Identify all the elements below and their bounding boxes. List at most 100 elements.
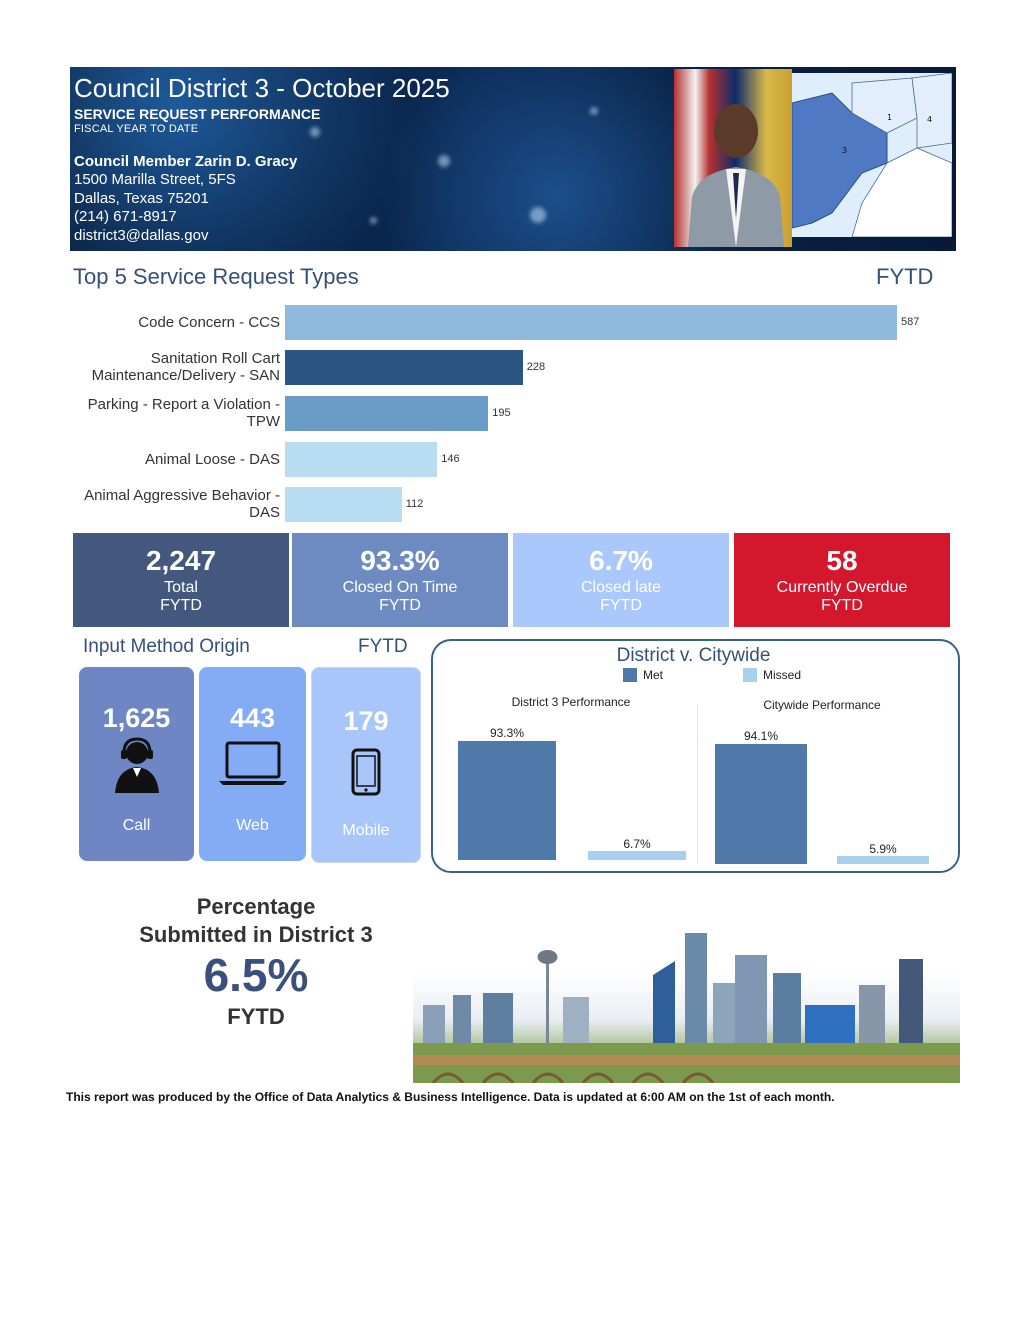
top5-bar-value: 146 bbox=[441, 453, 460, 465]
top5-bar-label-line: DAS bbox=[249, 504, 280, 521]
skyline-illustration bbox=[413, 933, 960, 1083]
top5-bar-value: 112 bbox=[405, 498, 424, 510]
legend-swatch-met bbox=[623, 668, 637, 682]
percentage-period: FYTD bbox=[227, 1004, 285, 1029]
kpi-period: FYTD bbox=[821, 597, 863, 614]
laptop-icon bbox=[199, 737, 306, 792]
district-map-shapes: 1 4 3 bbox=[791, 72, 953, 238]
bokeh-light bbox=[530, 207, 546, 223]
input-label: Mobile bbox=[342, 822, 390, 839]
report-title: Council District 3 - October 2025 bbox=[74, 73, 450, 103]
kpi-value: 93.3% bbox=[360, 545, 440, 576]
dvc-title: District v. Citywide bbox=[616, 645, 771, 666]
top5-bar bbox=[285, 350, 523, 385]
citywide-bar bbox=[837, 856, 929, 864]
map-label-1: 1 bbox=[887, 113, 892, 122]
bokeh-light bbox=[438, 155, 450, 167]
top5-bar-value: 228 bbox=[526, 361, 546, 373]
kpi-label: Closed late bbox=[580, 579, 662, 596]
top5-bar-label: Code Concern - CCS bbox=[68, 314, 280, 331]
chart-divider bbox=[697, 704, 698, 864]
bokeh-light bbox=[590, 107, 598, 115]
top5-bar-label-line: TPW bbox=[246, 413, 280, 430]
bar-data-label: 6.7% bbox=[623, 837, 651, 852]
report-period: FISCAL YEAR TO DATE bbox=[74, 123, 199, 135]
council-member-photo bbox=[674, 69, 792, 247]
top5-bar-label-line: Animal Aggressive Behavior - bbox=[84, 487, 280, 504]
kpi-label: Total bbox=[164, 579, 198, 596]
chart-title-citywide: Citywide Performance bbox=[763, 698, 881, 712]
legend-label-missed: Missed bbox=[763, 668, 802, 682]
kpi-currently-overdue: 58 Currently Overdue FYTD bbox=[734, 533, 950, 627]
bar-data-label: 93.3% bbox=[489, 726, 525, 740]
kpi-closed-on-time: 93.3% Closed On Time FYTD bbox=[292, 533, 508, 627]
address-line-1: 1500 Marilla Street, 5FS bbox=[74, 171, 236, 188]
kpi-value: 58 bbox=[826, 545, 858, 576]
district-bar bbox=[588, 851, 686, 860]
top5-bar-label: Animal Aggressive Behavior - DAS bbox=[68, 487, 280, 521]
kpi-period: FYTD bbox=[160, 597, 202, 614]
kpi-label: Currently Overdue bbox=[776, 579, 908, 596]
percentage-heading-line1: Percentage bbox=[196, 894, 316, 919]
top5-bar bbox=[285, 487, 402, 522]
input-method-title: Input Method Origin bbox=[83, 636, 250, 657]
report-subtitle: SERVICE REQUEST PERFORMANCE bbox=[74, 106, 321, 122]
kpi-value: 2,247 bbox=[145, 545, 217, 576]
bar-data-label: 94.1% bbox=[743, 729, 779, 743]
top5-bar bbox=[285, 305, 897, 340]
legend-label-met: Met bbox=[643, 668, 664, 682]
top5-bar-label: Sanitation Roll Cart Maintenance/Delivery… bbox=[68, 350, 280, 384]
top5-bar-label-line: Sanitation Roll Cart bbox=[150, 350, 280, 367]
input-count: 443 bbox=[229, 703, 276, 733]
bar-data-label: 5.9% bbox=[869, 842, 897, 857]
phone-number: (214) 671-8917 bbox=[74, 208, 177, 225]
kpi-period: FYTD bbox=[600, 597, 642, 614]
kpi-closed-late: 6.7% Closed late FYTD bbox=[513, 533, 729, 627]
email-address: district3@dallas.gov bbox=[74, 227, 209, 244]
chart-title-district: District 3 Performance bbox=[511, 695, 631, 709]
top5-bar bbox=[285, 442, 438, 477]
address-line-2: Dallas, Texas 75201 bbox=[74, 190, 209, 207]
bokeh-light bbox=[370, 217, 377, 224]
top5-bar-label-line: Parking - Report a Violation - bbox=[87, 396, 280, 413]
map-label-3: 3 bbox=[842, 146, 847, 155]
top5-bar-value: 587 bbox=[901, 316, 920, 328]
council-member-name: Council Member Zarin D. Gracy bbox=[74, 153, 298, 170]
percentage-heading: Percentage Submitted in District 3 bbox=[110, 893, 402, 949]
top5-bar-chart: 587 Code Concern - CCS 228 Sanitation Roll … bbox=[0, 0, 1020, 540]
mobile-phone-icon bbox=[312, 748, 420, 801]
top5-bar-label-line: Maintenance/Delivery - SAN bbox=[91, 367, 280, 384]
top5-period: FYTD bbox=[876, 264, 934, 289]
input-label: Call bbox=[122, 817, 151, 834]
percentage-heading-line2: Submitted in District 3 bbox=[139, 922, 373, 947]
kpi-period: FYTD bbox=[379, 597, 421, 614]
top5-bar-label-line: Code Concern - CCS bbox=[138, 314, 280, 331]
top5-bar-label-line: Animal Loose - DAS bbox=[144, 451, 280, 468]
kpi-label: Closed On Time bbox=[342, 579, 458, 596]
input-count: 179 bbox=[343, 706, 389, 736]
portrait-illustration bbox=[688, 104, 784, 247]
input-tile-call: 1,625 Call bbox=[79, 667, 194, 861]
input-tile-web: 443 Web bbox=[199, 667, 306, 861]
kpi-total: 2,247 Total FYTD bbox=[73, 533, 289, 627]
percentage-value: 6.5% bbox=[203, 949, 309, 1001]
input-tile-mobile: 179 Mobile bbox=[311, 667, 421, 863]
headset-agent-icon bbox=[79, 737, 194, 798]
top5-title: Top 5 Service Request Types bbox=[73, 264, 359, 289]
input-method-period: FYTD bbox=[358, 636, 408, 657]
map-label-4: 4 bbox=[927, 115, 932, 124]
district-bar bbox=[458, 741, 556, 860]
top5-bar-label: Parking - Report a Violation - TPW bbox=[68, 396, 280, 430]
top5-bar-value: 195 bbox=[492, 407, 511, 419]
top5-bar bbox=[285, 396, 489, 431]
header-banner: Council District 3 - October 2025 SERVIC… bbox=[70, 67, 956, 251]
kpi-value: 6.7% bbox=[589, 545, 653, 576]
top5-bar-label: Animal Loose - DAS bbox=[68, 451, 280, 468]
district-vs-citywide-panel bbox=[431, 639, 960, 873]
dallas-skyline-photo bbox=[413, 925, 960, 1083]
district-map: 1 4 3 bbox=[791, 72, 953, 238]
report-footer: This report was produced by the Office o… bbox=[66, 1090, 835, 1104]
bokeh-light bbox=[310, 127, 320, 137]
input-count: 1,625 bbox=[102, 703, 171, 733]
citywide-bar bbox=[715, 744, 807, 864]
